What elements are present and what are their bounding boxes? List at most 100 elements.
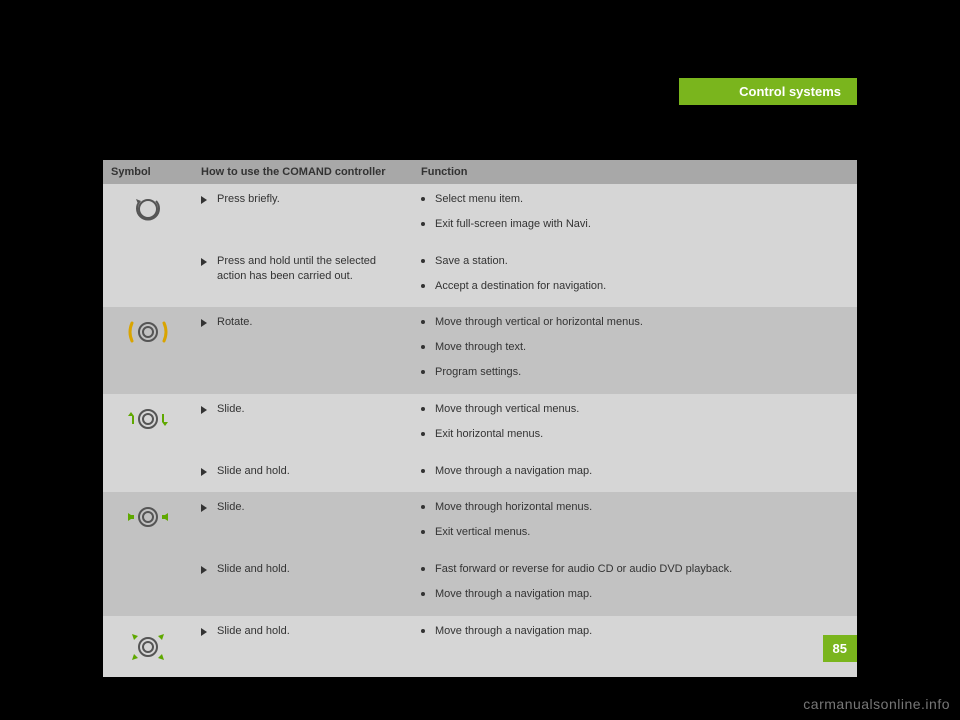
action-item: Press briefly. [201,190,405,215]
dot-bullet-icon [421,530,425,534]
symbol-cell [103,184,193,307]
page-number: 85 [833,641,847,656]
triangle-bullet-icon [201,258,207,266]
function-item: Fast forward or reverse for audio CD or … [421,560,849,585]
action-cell: Press and hold until the selected action… [193,246,413,308]
action-item: Slide. [201,400,405,425]
function-cell: Save a station. Accept a destination for … [413,246,857,308]
function-text: Save a station. [435,254,508,269]
function-text: Accept a destination for navigation. [435,279,606,294]
function-text: Move through vertical or horizontal menu… [435,315,643,330]
table-header-row: Symbol How to use the COMAND controller … [103,160,857,184]
function-item: Program settings. [421,363,849,388]
table-row: Slide. Move through horizontal menus.Exit… [103,492,857,554]
slide-h-icon [118,523,178,535]
action-text: Press and hold until the selected action… [217,254,405,284]
action-cell: Slide. [193,492,413,554]
function-item: Save a station. [421,252,849,277]
function-text: Exit vertical menus. [435,525,530,540]
triangle-bullet-icon [201,628,207,636]
function-item: Exit full-screen image with Navi. [421,215,849,240]
function-text: Move through a navigation map. [435,464,592,479]
triangle-bullet-icon [201,504,207,512]
function-text: Fast forward or reverse for audio CD or … [435,562,732,577]
triangle-bullet-icon [201,196,207,204]
action-text: Rotate. [217,315,252,330]
page-number-badge: 85 [823,635,857,662]
function-item: Move through a navigation map. [421,585,849,610]
col-header-function: Function [413,160,857,184]
action-text: Slide. [217,402,245,417]
symbol-cell [103,492,193,615]
action-text: Slide and hold. [217,464,290,479]
col-header-symbol: Symbol [103,160,193,184]
function-cell: Move through vertical or horizontal menu… [413,307,857,394]
table-row: Slide. Move through vertical menus. Exit h… [103,394,857,456]
action-text: Press briefly. [217,192,280,207]
dot-bullet-icon [421,259,425,263]
dot-bullet-icon [421,592,425,596]
dot-bullet-icon [421,407,425,411]
function-item: Move through a navigation map. [421,462,849,487]
function-text: Move through text. [435,340,526,355]
action-cell: Slide and hold. [193,456,413,493]
col-header-action: How to use the COMAND controller [193,160,413,184]
function-item: Move through vertical menus. [421,400,849,425]
action-text: Slide and hold. [217,562,290,577]
function-cell: Move through a navigation map. [413,456,857,493]
function-cell: Move through vertical menus. Exit horizon… [413,394,857,456]
symbol-cell [103,616,193,677]
action-item: Press and hold until the selected action… [201,252,405,292]
dot-bullet-icon [421,222,425,226]
action-cell: Slide and hold. [193,616,413,677]
slide-diag-icon [118,659,178,671]
table-row: Rotate. Move through vertical or horizont… [103,307,857,394]
function-text: Move through a navigation map. [435,624,592,639]
comand-controller-table: Symbol How to use the COMAND controller … [103,160,857,677]
watermark-text: carmanualsonline.info [803,696,950,712]
triangle-bullet-icon [201,406,207,414]
action-item: Slide and hold. [201,560,405,585]
dot-bullet-icon [421,284,425,288]
slide-v-icon [118,425,178,437]
function-cell: Move through horizontal menus.Exit verti… [413,492,857,554]
symbol-cell [103,307,193,394]
dot-bullet-icon [421,432,425,436]
function-text: Select menu item. [435,192,523,207]
function-item: Accept a destination for navigation. [421,277,849,302]
function-text: Move through vertical menus. [435,402,579,417]
dot-bullet-icon [421,370,425,374]
function-item: Move through text. [421,338,849,363]
table-row: Press briefly. Select menu item. Exit full… [103,184,857,246]
table-row: Slide and hold. Move through a navigation… [103,616,857,677]
table-row: Slide and hold. Move through a navigation… [103,456,857,493]
function-item: Exit horizontal menus. [421,425,849,450]
dot-bullet-icon [421,469,425,473]
function-text: Exit horizontal menus. [435,427,543,442]
symbol-cell [103,394,193,493]
function-item: Exit vertical menus. [421,523,849,548]
section-title: Control systems [739,84,841,99]
action-cell: Slide. [193,394,413,456]
function-text: Exit full-screen image with Navi. [435,217,591,232]
press-icon [118,215,178,227]
action-item: Slide and hold. [201,622,405,647]
triangle-bullet-icon [201,468,207,476]
dot-bullet-icon [421,505,425,509]
action-cell: Press briefly. [193,184,413,246]
section-header: Control systems [679,78,857,105]
function-text: Program settings. [435,365,521,380]
action-cell: Rotate. [193,307,413,394]
action-cell: Slide and hold. [193,554,413,616]
action-text: Slide and hold. [217,624,290,639]
function-cell: Fast forward or reverse for audio CD or … [413,554,857,616]
action-text: Slide. [217,500,245,515]
function-item: Move through a navigation map. [421,622,849,647]
table-row: Slide and hold. Fast forward or reverse f… [103,554,857,616]
function-item: Move through vertical or horizontal menu… [421,313,849,338]
action-item: Slide. [201,498,405,523]
triangle-bullet-icon [201,566,207,574]
function-cell: Move through a navigation map. [413,616,857,677]
action-item: Slide and hold. [201,462,405,487]
dot-bullet-icon [421,567,425,571]
